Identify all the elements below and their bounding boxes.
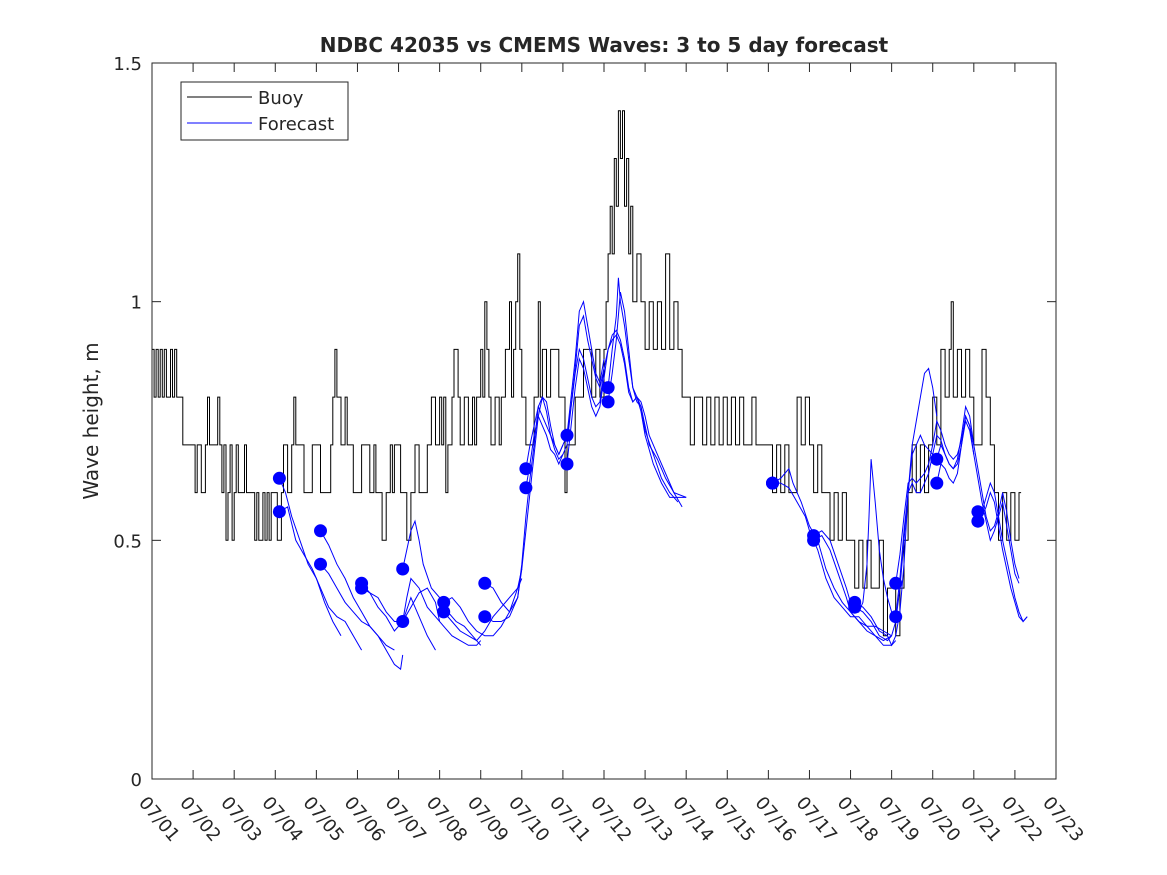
forecast-series-line	[854, 367, 938, 647]
forecast-series-line	[443, 578, 523, 642]
forecast-start-marker	[889, 576, 903, 590]
forecast-start-marker	[519, 481, 533, 495]
forecast-series-line	[484, 396, 564, 613]
legend-label-buoy: Buoy	[258, 88, 304, 109]
forecast-start-marker	[478, 576, 492, 590]
forecast-start-marker	[437, 595, 451, 609]
forecast-start-marker	[314, 557, 327, 571]
forecast-series-line	[813, 459, 897, 618]
forecast-series-line	[402, 577, 482, 646]
y-tick-label: 1.5	[113, 54, 142, 75]
forecast-series-line	[607, 277, 683, 508]
legend-label-forecast: Forecast	[258, 114, 334, 135]
forecast-start-marker	[971, 514, 985, 528]
forecast-start-marker	[930, 476, 944, 490]
series-layer	[152, 110, 1028, 671]
forecast-start-marker	[437, 605, 451, 619]
forecast-start-marker	[272, 505, 286, 519]
forecast-start-marker	[971, 505, 985, 519]
forecast-series-line	[936, 404, 1020, 579]
y-tick-label: 0.5	[113, 531, 142, 552]
y-tick-label: 1	[131, 293, 142, 314]
forecast-start-marker	[519, 462, 533, 476]
forecast-series-line	[895, 414, 975, 584]
forecast-series-line	[402, 519, 482, 646]
forecast-series-line	[977, 481, 1028, 623]
chart-title: NDBC 42035 vs CMEMS Waves: 3 to 5 day fo…	[320, 33, 889, 57]
y-axis-label: Wave height, m	[79, 342, 103, 499]
forecast-start-marker	[272, 471, 286, 485]
forecast-start-marker	[889, 610, 903, 624]
forecast-start-marker	[601, 381, 615, 395]
forecast-start-marker	[848, 600, 862, 614]
forecast-series-line	[813, 534, 897, 646]
plot-area: 00.511.5 07/0107/0207/0307/0407/0507/060…	[113, 54, 1087, 846]
forecast-series-line	[320, 563, 404, 671]
forecast-start-marker	[396, 615, 410, 628]
forecast-series-line	[278, 478, 342, 637]
forecast-start-marker	[766, 476, 779, 490]
forecast-series-line	[279, 506, 363, 651]
forecast-series-line	[936, 414, 1020, 584]
legend-box	[180, 81, 349, 141]
forecast-series-line	[772, 482, 892, 637]
y-tick-label: 0	[131, 770, 142, 791]
forecast-series-line	[772, 467, 892, 642]
forecast-start-marker	[314, 524, 327, 538]
forecast-start-marker	[930, 452, 944, 466]
forecast-start-marker	[560, 428, 574, 442]
y-ticks: 0 0.5 1 1.5	[113, 54, 1056, 791]
forecast-start-marker	[601, 395, 615, 409]
forecast-start-marker	[396, 562, 410, 576]
forecast-start-marker	[355, 581, 369, 595]
forecast-series-line	[566, 334, 687, 498]
axes-frame	[151, 62, 1057, 780]
forecast-series-line	[977, 491, 1028, 623]
forecast-series-line	[525, 314, 605, 488]
forecast-series-line	[443, 568, 523, 637]
forecast-series-line	[607, 291, 687, 498]
forecast-start-marker	[807, 533, 821, 547]
forecast-start-marker	[560, 457, 574, 471]
forecast-series-line	[854, 434, 938, 642]
legend: Buoy Forecast	[180, 81, 349, 141]
forecast-start-marker	[478, 610, 492, 624]
forecast-series-line	[320, 530, 395, 651]
buoy-series-line	[152, 110, 1022, 637]
forecast-series-line	[484, 396, 564, 622]
